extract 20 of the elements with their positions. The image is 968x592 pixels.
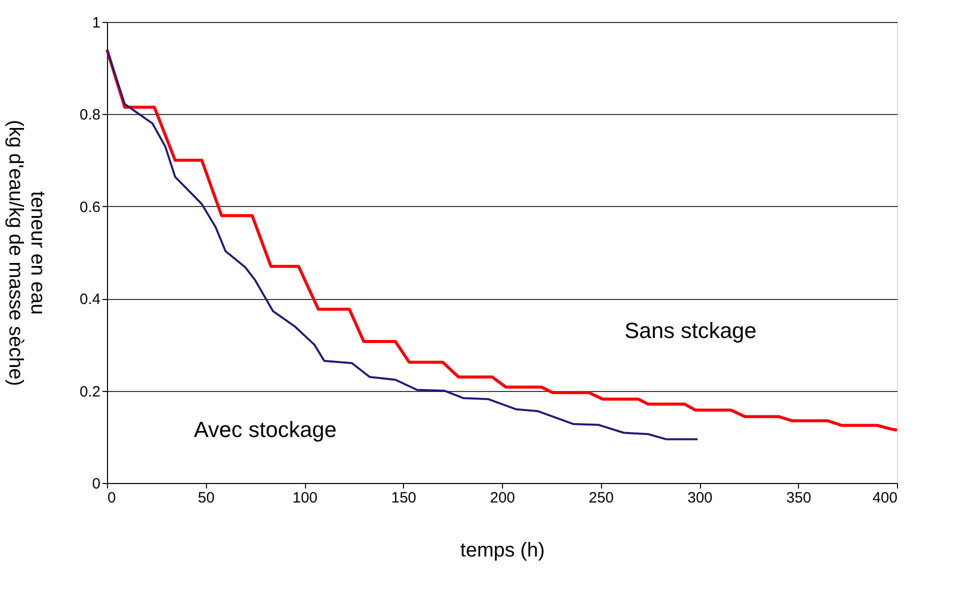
y-tick-label: 0.6 [80,198,100,216]
x-tick-label: 150 [391,490,416,506]
annotation: Avec stockage [194,416,337,442]
x-axis-title: temps (h) [460,540,545,562]
annotation: Sans stckage [624,318,757,343]
x-tick-label: 100 [292,490,318,506]
y-tick-label: 0.8 [80,106,100,124]
x-tick-label: 350 [786,490,812,506]
x-tick-label: 200 [490,490,516,506]
y-tick-label: 0 [92,476,100,492]
x-tick-label: 50 [198,490,215,506]
x-tick-label: 250 [588,490,614,506]
y-tick-label: 0.2 [80,383,100,400]
text: (kg d'eau/kg de masse sèche) [4,120,27,386]
x-tick-label: 400 [872,490,898,506]
y-tick-label: 1 [92,14,100,32]
x-tick-label: 0 [108,490,116,506]
text: teneur en eau [26,191,49,315]
x-tick-label: 300 [687,490,713,506]
y-tick-label: 0.4 [80,291,100,308]
